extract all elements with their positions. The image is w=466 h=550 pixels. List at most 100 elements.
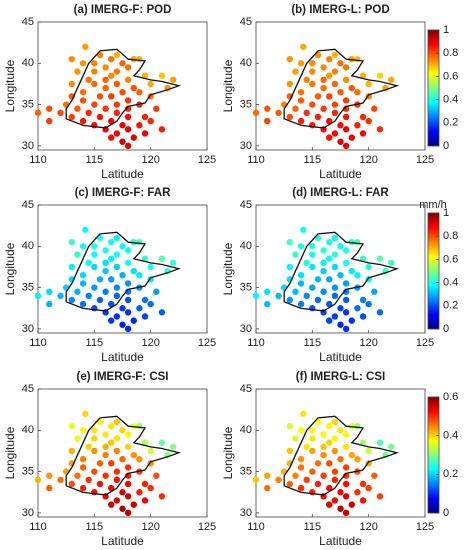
station-point bbox=[320, 443, 327, 451]
station-point bbox=[113, 51, 121, 59]
station-point bbox=[359, 480, 367, 488]
station-point bbox=[96, 460, 104, 467]
station-point bbox=[57, 476, 64, 484]
station-point bbox=[354, 88, 361, 96]
station-point bbox=[113, 447, 121, 455]
station-point bbox=[82, 43, 89, 50]
colorbar-tick-label: 0.4 bbox=[443, 94, 458, 106]
x-tick-label: 110 bbox=[247, 154, 265, 166]
station-point bbox=[96, 480, 104, 488]
plot-area bbox=[37, 388, 208, 518]
station-point bbox=[376, 439, 384, 446]
y-tick-label: 40 bbox=[22, 57, 34, 69]
x-tick-label: 115 bbox=[304, 337, 322, 349]
station-point bbox=[342, 464, 350, 471]
station-point bbox=[68, 238, 76, 246]
station-point bbox=[359, 130, 367, 137]
station-point bbox=[331, 497, 339, 504]
station-point bbox=[124, 97, 132, 104]
station-point bbox=[74, 68, 81, 75]
station-point bbox=[91, 68, 98, 75]
colorbar bbox=[427, 396, 440, 514]
y-tick-label: 40 bbox=[240, 424, 252, 436]
station-point bbox=[292, 251, 299, 258]
x-axis-label: Latitude bbox=[319, 350, 362, 364]
station-point bbox=[124, 288, 132, 295]
station-point bbox=[147, 263, 154, 271]
x-axis-label: Latitude bbox=[101, 350, 144, 364]
station-point bbox=[113, 292, 121, 300]
station-point bbox=[264, 288, 271, 295]
station-point bbox=[264, 484, 271, 492]
station-point bbox=[113, 234, 121, 242]
station-point bbox=[57, 109, 64, 117]
station-point bbox=[85, 292, 92, 300]
station-point bbox=[91, 263, 98, 271]
x-tick-label: 110 bbox=[29, 337, 47, 349]
x-tick-label: 115 bbox=[304, 521, 322, 533]
x-tick-label: 110 bbox=[29, 154, 47, 166]
plot-area bbox=[37, 21, 208, 151]
station-point bbox=[158, 439, 166, 446]
station-point bbox=[68, 263, 76, 271]
station-point bbox=[153, 105, 160, 112]
station-point bbox=[326, 300, 333, 308]
y-tick-label: 40 bbox=[22, 240, 34, 252]
station-point bbox=[136, 122, 143, 129]
colorbar-tick-label: 0 bbox=[443, 507, 449, 519]
station-point bbox=[342, 76, 350, 84]
station-point bbox=[91, 435, 98, 442]
station-point bbox=[113, 251, 121, 258]
station-point bbox=[147, 447, 154, 455]
station-point bbox=[337, 505, 344, 512]
station-point bbox=[119, 138, 126, 145]
station-point bbox=[342, 480, 350, 488]
station-point bbox=[108, 300, 115, 308]
station-point bbox=[46, 472, 53, 479]
station-point bbox=[314, 93, 322, 100]
station-point bbox=[136, 305, 143, 312]
station-point bbox=[124, 105, 132, 112]
station-point bbox=[170, 76, 177, 84]
station-point bbox=[292, 105, 299, 112]
colorbar-tick-label: 1 bbox=[443, 24, 449, 36]
station-point bbox=[337, 243, 344, 250]
station-point bbox=[108, 460, 115, 467]
station-point bbox=[326, 501, 333, 508]
station-point bbox=[320, 451, 327, 459]
station-point bbox=[292, 68, 299, 75]
station-point bbox=[85, 76, 92, 84]
plot-area bbox=[255, 204, 426, 334]
x-axis-label: Latitude bbox=[319, 167, 362, 181]
station-point bbox=[252, 292, 260, 300]
x-tick-label: 125 bbox=[198, 521, 216, 533]
station-point bbox=[102, 267, 109, 275]
station-point bbox=[331, 251, 339, 258]
station-point bbox=[119, 305, 126, 312]
y-tick-label: 45 bbox=[22, 16, 34, 28]
y-tick-label: 40 bbox=[240, 57, 252, 69]
station-point bbox=[309, 80, 316, 88]
station-point bbox=[141, 296, 149, 304]
station-point bbox=[91, 427, 98, 434]
station-point bbox=[102, 76, 109, 84]
station-point bbox=[388, 76, 395, 84]
x-tick-label: 125 bbox=[416, 337, 434, 349]
station-point bbox=[130, 317, 137, 324]
station-point bbox=[388, 443, 395, 451]
station-point bbox=[124, 64, 132, 71]
colorbar-tick-label: 0.4 bbox=[443, 277, 458, 289]
station-point bbox=[331, 292, 339, 300]
station-point bbox=[331, 468, 339, 475]
station-point bbox=[79, 455, 87, 463]
station-point bbox=[79, 117, 87, 125]
station-point bbox=[113, 418, 121, 426]
station-point bbox=[113, 101, 121, 108]
y-tick-label: 45 bbox=[240, 383, 252, 395]
station-point bbox=[108, 72, 115, 79]
colorbar bbox=[427, 212, 440, 330]
station-point bbox=[337, 455, 344, 463]
station-point bbox=[342, 142, 350, 150]
station-point bbox=[303, 76, 310, 84]
colorbar-tick-label: 0.6 bbox=[443, 391, 458, 403]
